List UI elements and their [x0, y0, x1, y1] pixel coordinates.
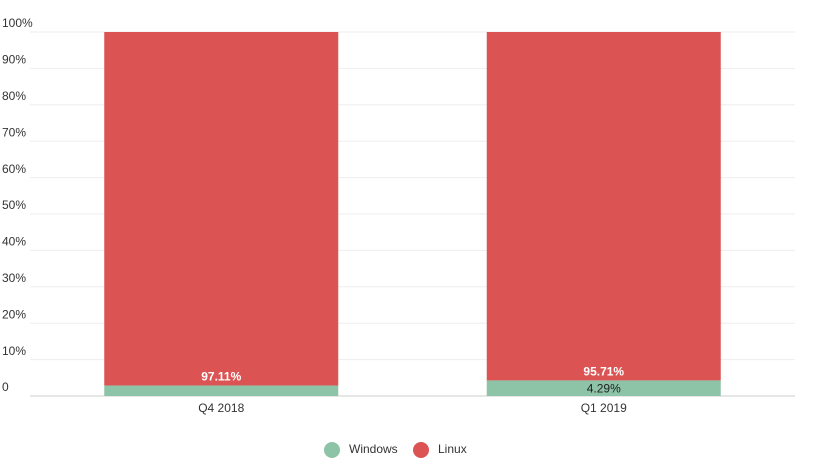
bar-segment — [104, 385, 339, 396]
y-tick-label: 30% — [2, 271, 26, 285]
y-tick-label: 10% — [2, 344, 26, 358]
y-tick-label: 20% — [2, 307, 26, 321]
legend-label[interactable]: Linux — [438, 442, 467, 456]
x-tick-label: Q1 2019 — [581, 401, 627, 415]
bar-segment — [104, 32, 339, 386]
y-tick-label: 0 — [2, 380, 9, 394]
data-label: 95.71% — [583, 365, 624, 379]
data-label: 4.29% — [587, 381, 621, 395]
y-tick-label: 80% — [2, 89, 26, 103]
x-tick-label: Q4 2018 — [198, 401, 244, 415]
y-tick-label: 60% — [2, 162, 26, 176]
legend-label[interactable]: Windows — [349, 442, 398, 456]
y-tick-label: 100% — [2, 16, 33, 30]
y-tick-label: 40% — [2, 235, 26, 249]
y-tick-label: 90% — [2, 53, 26, 67]
data-label: 97.11% — [201, 370, 241, 384]
legend-marker[interactable] — [413, 442, 429, 458]
legend-marker[interactable] — [324, 442, 340, 458]
y-tick-label: 70% — [2, 125, 26, 139]
y-tick-label: 50% — [2, 198, 26, 212]
bar-segment — [486, 380, 721, 396]
bar-segment — [486, 32, 721, 381]
